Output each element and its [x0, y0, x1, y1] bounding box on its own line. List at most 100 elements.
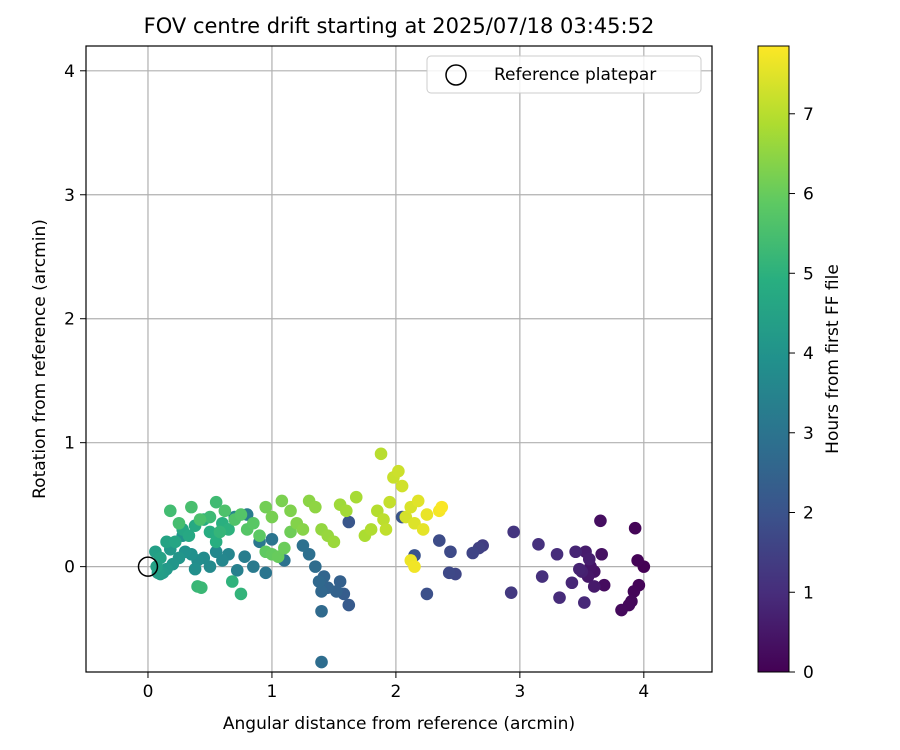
x-tick-label: 3	[514, 682, 525, 702]
data-point	[432, 534, 446, 547]
data-point	[209, 545, 223, 559]
data-point	[302, 547, 316, 561]
data-point	[203, 510, 217, 524]
colorbar-tick-label: 3	[803, 424, 814, 444]
data-point	[253, 529, 266, 542]
data-point	[284, 504, 297, 518]
data-point	[594, 514, 607, 528]
reference-platepar-marker	[137, 556, 159, 577]
data-point	[213, 525, 227, 539]
x-tick-label: 1	[267, 682, 278, 702]
data-point	[225, 575, 239, 588]
colorbar-label: Hours from first FF file	[823, 264, 843, 454]
data-point	[631, 554, 644, 567]
legend-marker	[445, 64, 467, 86]
data-point	[408, 516, 421, 530]
data-point	[185, 500, 198, 514]
data-point	[408, 560, 421, 573]
data-point	[349, 490, 363, 504]
data-point	[172, 516, 186, 530]
data-point	[628, 521, 642, 535]
data-point	[333, 575, 347, 588]
data-point	[309, 500, 322, 514]
data-point	[627, 585, 641, 598]
data-point	[569, 545, 582, 559]
data-point	[587, 580, 601, 593]
reference-marker-layer	[137, 556, 159, 577]
data-point	[420, 587, 434, 601]
data-point	[238, 550, 251, 564]
plot-frame	[85, 45, 713, 673]
data-point	[278, 541, 291, 555]
data-point	[265, 533, 279, 546]
data-point	[168, 535, 182, 549]
data-point	[193, 513, 207, 526]
data-point	[615, 603, 628, 617]
data-point	[203, 560, 217, 573]
data-point	[271, 550, 285, 564]
y-axis-label: Rotation from reference (arcmin)	[30, 219, 50, 499]
data-point	[573, 562, 586, 576]
data-point	[379, 523, 393, 536]
colorbar-tick-label: 0	[803, 663, 814, 683]
data-point	[565, 576, 579, 590]
data-point	[371, 504, 384, 518]
data-point	[466, 546, 480, 560]
data-point	[315, 585, 328, 598]
data-point	[234, 508, 248, 521]
y-axis-ticks: 0 1 2 3 4	[64, 62, 86, 578]
data-point	[203, 525, 217, 539]
y-tick-label: 2	[64, 310, 75, 330]
data-point	[392, 464, 405, 478]
data-point	[383, 495, 397, 509]
data-point	[284, 525, 297, 539]
colorbar-tick-label: 1	[803, 583, 814, 603]
data-point	[435, 500, 449, 514]
y-tick-label: 0	[64, 558, 75, 578]
colorbar-tick-label: 2	[803, 504, 814, 524]
colorbar-gradient	[757, 45, 790, 673]
data-point	[315, 604, 328, 618]
data-point	[234, 587, 248, 601]
data-point	[182, 529, 196, 542]
y-tick-label: 4	[64, 62, 75, 82]
colorbar-tick-label: 7	[803, 105, 814, 125]
data-points	[149, 447, 651, 669]
colorbar-tick-label: 5	[803, 264, 814, 284]
data-point	[230, 564, 244, 577]
legend-box	[426, 55, 702, 94]
data-point	[275, 494, 289, 508]
data-point	[507, 525, 520, 539]
data-point	[163, 504, 177, 518]
x-axis-ticks: 0 1 2 3 4	[143, 672, 649, 702]
data-point	[296, 539, 310, 552]
data-point	[342, 515, 356, 529]
data-point	[532, 538, 545, 551]
data-point	[374, 447, 388, 461]
colorbar-tick-label: 4	[803, 344, 814, 364]
data-point	[442, 566, 456, 580]
data-point	[550, 547, 564, 561]
legend: Reference platepar	[426, 55, 702, 94]
data-point	[296, 523, 310, 536]
data-point	[444, 545, 457, 559]
data-point	[395, 479, 409, 493]
data-point	[309, 560, 322, 573]
x-tick-label: 4	[638, 682, 649, 702]
legend-entry: Reference platepar	[494, 65, 656, 85]
data-point	[209, 495, 223, 509]
data-point	[340, 504, 353, 518]
data-point	[259, 566, 273, 580]
data-point	[216, 554, 229, 567]
colorbar: 0 1 2 3 4 5 6 7 Hours from first FF file	[757, 45, 843, 683]
x-tick-label: 0	[143, 682, 154, 702]
data-point	[595, 547, 608, 561]
data-point	[597, 578, 611, 592]
data-point	[504, 586, 518, 599]
data-point	[315, 655, 328, 669]
data-point	[553, 591, 566, 604]
data-point	[265, 510, 279, 524]
y-tick-label: 3	[64, 186, 75, 206]
data-point	[247, 516, 260, 530]
data-point	[342, 598, 356, 612]
